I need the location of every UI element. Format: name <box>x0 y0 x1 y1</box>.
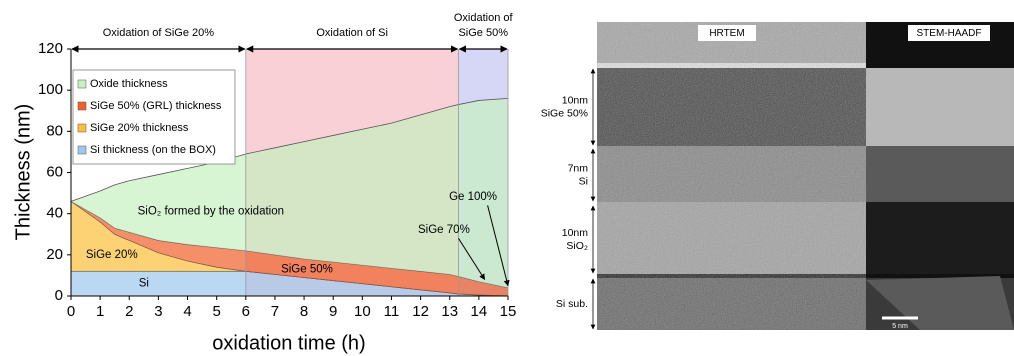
panel-label: HRTEM <box>709 28 744 39</box>
x-tick-label: 13 <box>441 303 458 320</box>
x-tick-label: 3 <box>154 303 162 320</box>
x-tick-label: 4 <box>183 303 191 320</box>
layer-label: SiGe 50% <box>541 107 588 119</box>
texture <box>597 22 866 330</box>
x-tick-label: 11 <box>384 303 400 320</box>
legend-swatch <box>77 79 87 89</box>
x-tick-label: 14 <box>471 303 488 320</box>
y-tick-label: 0 <box>55 287 63 304</box>
annotation-arrow <box>458 238 486 281</box>
y-tick-label: 80 <box>46 122 63 139</box>
y-axis-label: Thickness (nm) <box>12 104 34 241</box>
legend-swatch <box>77 145 87 155</box>
tem-images: HRTEM STEM-HAADF 5 nm <box>597 22 1014 330</box>
legend-label: Si thickness (on the BOX) <box>90 144 216 156</box>
y-tick-label: 100 <box>38 81 63 98</box>
phase-label: Oxidation of SiGe 20% <box>103 27 215 39</box>
legend-box <box>72 69 236 165</box>
label-box <box>908 25 990 41</box>
area <box>71 271 508 296</box>
legend-label: SiGe 20% thickness <box>90 122 189 134</box>
annotation: SiGe 50% <box>281 263 333 275</box>
annotation: SiGe 70% <box>418 224 470 236</box>
stem-sio2 <box>866 202 1014 274</box>
x-tick-label: 12 <box>412 303 429 320</box>
layer-label: 10nm <box>562 94 589 106</box>
layer-label: SiO₂ <box>566 240 588 252</box>
annotation: SiO₂ formed by the oxidation <box>138 206 284 218</box>
area <box>71 201 508 296</box>
x-tick-label: 15 <box>500 303 517 320</box>
y-tick-label: 60 <box>46 163 63 180</box>
annotation: Si <box>139 278 149 290</box>
x-axis-label: oxidation time (h) <box>212 332 365 354</box>
x-tick-label: 0 <box>67 303 75 320</box>
x-tick-label: 2 <box>125 303 133 320</box>
annotation: Ge 100% <box>449 191 497 203</box>
layer-label: Si sub. <box>556 298 588 310</box>
label-box <box>698 25 756 41</box>
y-tick-label: 40 <box>46 205 63 222</box>
y-tick-label: 120 <box>38 40 63 57</box>
stem-si <box>866 146 1014 202</box>
plot: Oxidation of SiGe 20% Oxidation of Si Oxid… <box>38 12 516 320</box>
annotation: SiGe 20% <box>86 249 138 261</box>
stem-sige <box>866 68 1014 146</box>
legend-swatch <box>77 123 87 133</box>
area-edge <box>70 98 509 202</box>
y-tick-label: 20 <box>46 246 63 263</box>
x-tick-label: 10 <box>354 303 371 320</box>
annotation-arrow <box>487 205 510 287</box>
stem-wedge <box>866 276 1014 330</box>
scale-label: 5 nm <box>892 323 908 330</box>
layer-label: 10nm <box>562 227 589 239</box>
area <box>71 98 508 288</box>
x-tick-label: 7 <box>271 303 279 320</box>
legend-label: Oxide thickness <box>90 78 168 90</box>
legend-label: SiGe 50% (GRL) thickness <box>90 100 222 112</box>
legend-swatch <box>77 101 87 111</box>
x-tick-label: 6 <box>242 303 250 320</box>
x-tick-label: 9 <box>329 303 337 320</box>
phase-label: SiGe 50% <box>458 27 508 39</box>
phase-label: Oxidation of <box>454 12 514 24</box>
x-tick-label: 5 <box>212 303 220 320</box>
layer-label: Si <box>579 175 588 187</box>
phase-label: Oxidation of Si <box>316 27 388 39</box>
layer-label: 7nm <box>568 162 589 174</box>
panel-label: STEM-HAADF <box>917 28 982 39</box>
x-tick-label: 1 <box>96 303 104 320</box>
x-tick-label: 8 <box>300 303 308 320</box>
legend: Oxide thickness SiGe 50% (GRL) thickness S… <box>72 69 236 165</box>
